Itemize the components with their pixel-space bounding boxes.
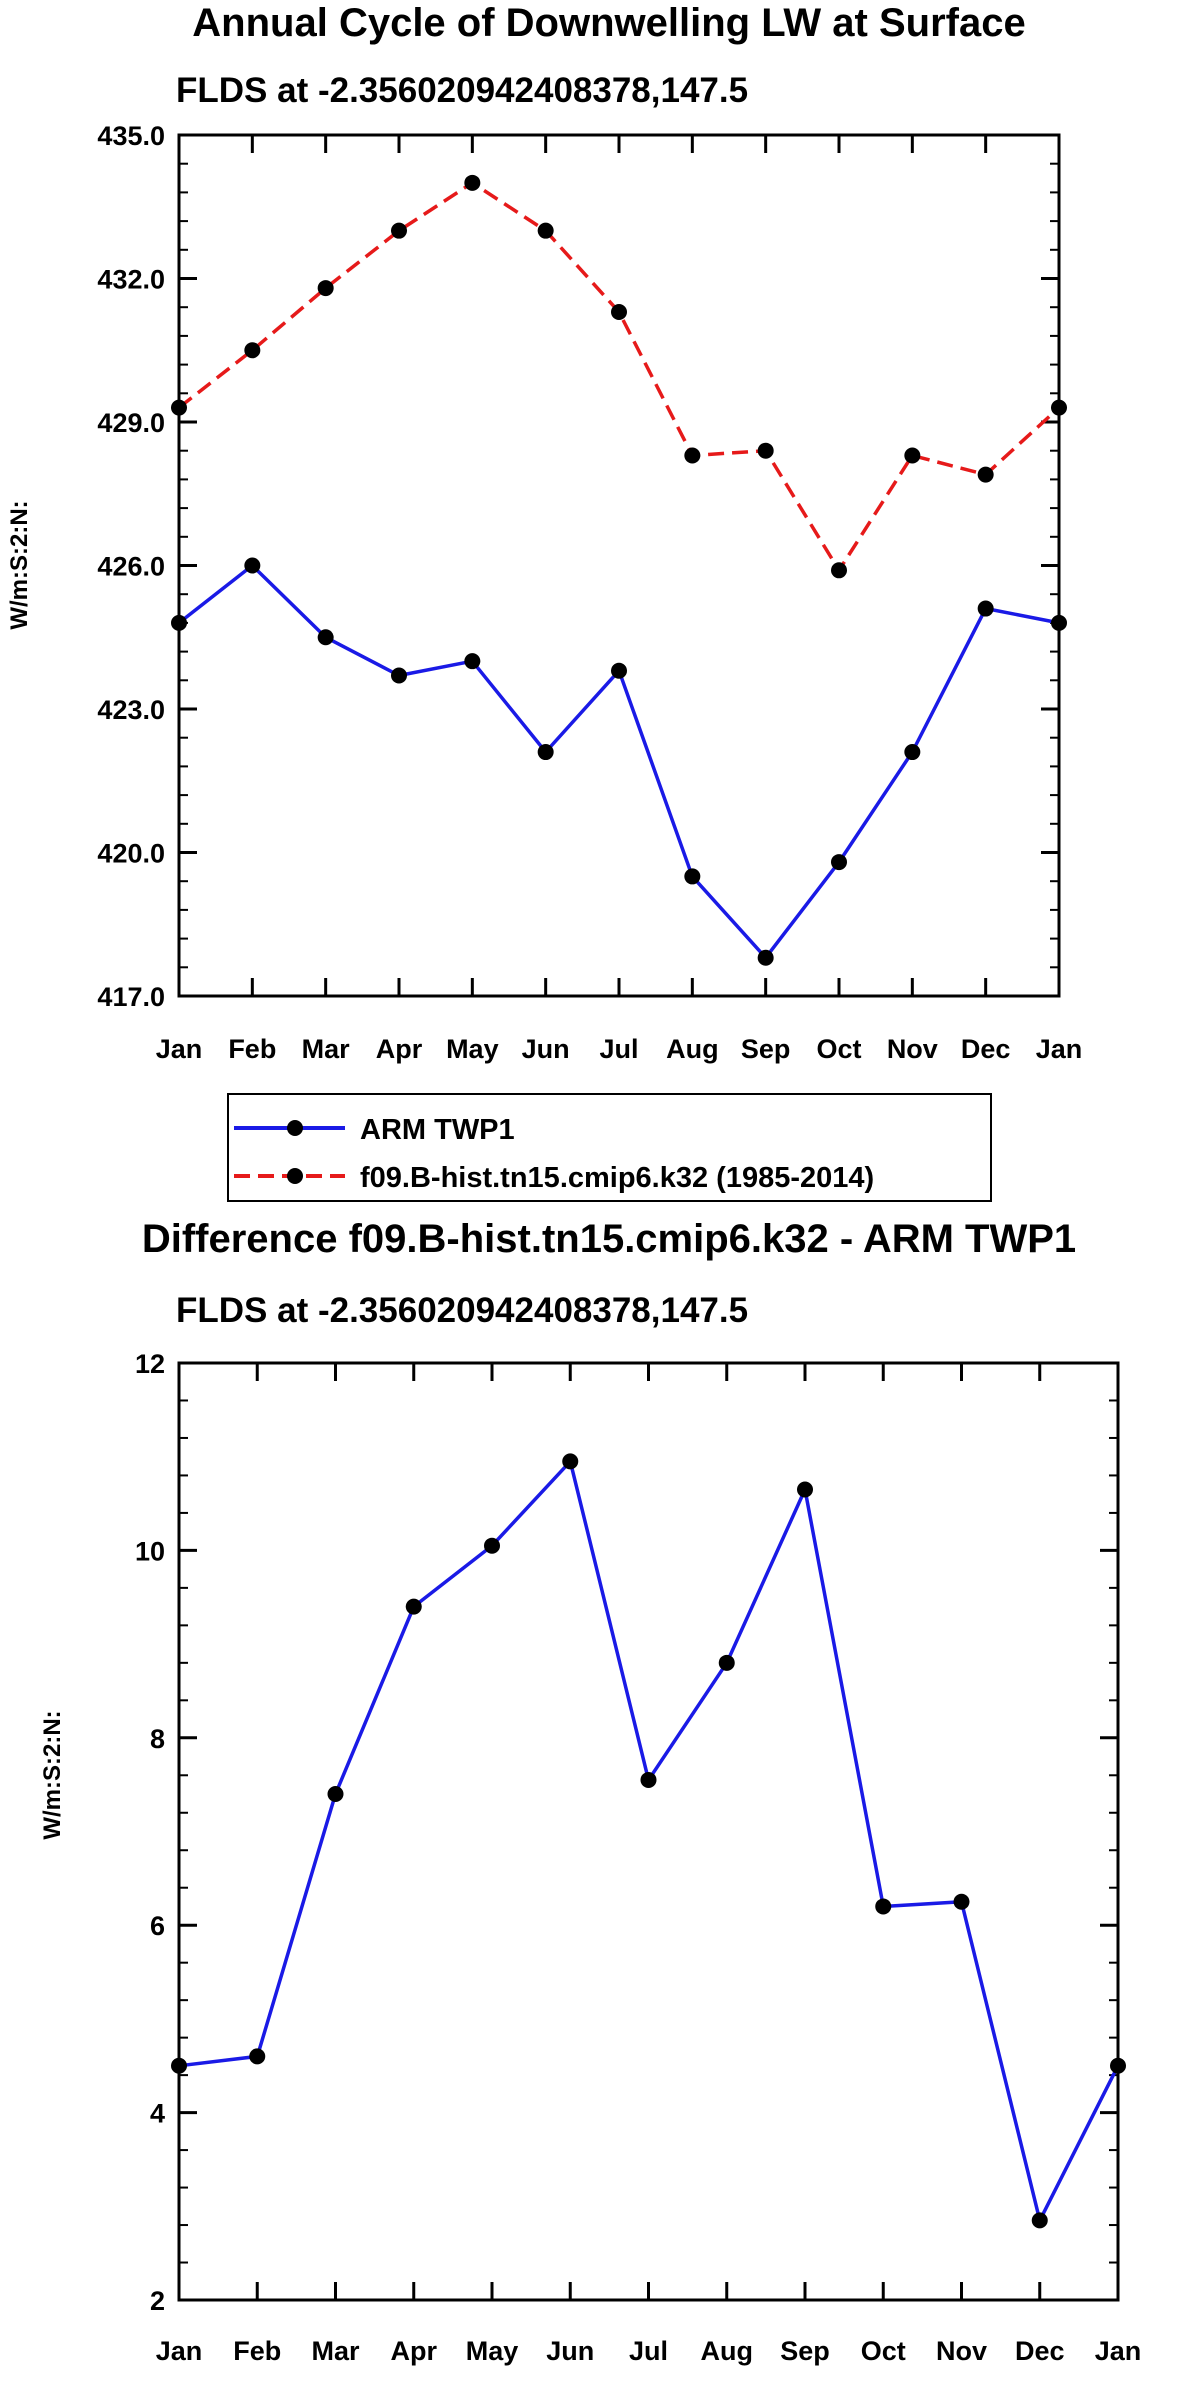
chart1-plot-area: 417.0 420.0 423.0 426.0 429.0 432.0 435.0 Jan Fe… <box>97 121 1082 1064</box>
chart2-series-1-point <box>1110 2057 1126 2074</box>
chart1-series-2-point <box>977 466 994 483</box>
chart2-xtick-label: Dec <box>1015 2336 1065 2366</box>
chart1-series-1-point <box>757 949 774 966</box>
chart1-series-1-point <box>537 744 554 761</box>
chart1-ytick-label: 420.0 <box>97 839 165 869</box>
chart2-plot-area: 2 4 6 8 10 12 Jan Feb Mar Apr May Jun Jul Aug Sep Oct No… <box>135 1349 1141 2366</box>
chart1-series-2-point <box>831 562 847 579</box>
chart1-series-2-point <box>391 222 407 239</box>
chart1-series-1-line <box>177 563 1060 960</box>
chart1-series-2-point <box>317 280 334 297</box>
chart2-ytick-label: 8 <box>150 1724 165 1754</box>
chart2-series-1-point <box>640 1771 657 1788</box>
chart1-ytick-label: 429.0 <box>97 408 165 438</box>
chart1-series-1-point <box>904 744 921 761</box>
chart2-xtick-label: Jun <box>546 2336 594 2366</box>
chart1-xtick-label: May <box>446 1034 499 1064</box>
chart1-series-2-point <box>464 174 481 191</box>
chart2-ytick-label: 6 <box>150 1911 165 1941</box>
chart1-xtick-label: Oct <box>816 1034 861 1064</box>
chart2-series-1-point <box>171 2057 187 2074</box>
legend-marker-model <box>287 1168 303 1184</box>
chart1-series-2-point <box>537 222 554 239</box>
chart2-series-1-point <box>405 1598 422 1615</box>
chart1-ytick-label: 417.0 <box>97 982 165 1012</box>
chart1-series-2-point <box>904 447 921 464</box>
chart1-series-1-point <box>391 667 407 684</box>
chart2-xtick-label: Sep <box>780 2336 830 2366</box>
chart2-series-1-point <box>1031 2212 1048 2229</box>
chart1-series-2-point <box>684 447 701 464</box>
chart1-series-2-line <box>177 181 1061 573</box>
legend-marker-arm <box>287 1120 303 1136</box>
chart2-series-1-point <box>562 1453 579 1470</box>
chart1-legend: ARM TWP1 f09.B-hist.tn15.cmip6.k32 (1985… <box>227 1093 992 1202</box>
chart1-series-1-point <box>684 868 701 885</box>
chart1-ylabel: W/m:S:2:N: <box>6 500 33 629</box>
chart1-series-1-point <box>171 614 187 631</box>
chart2-ytick-label: 10 <box>135 1536 165 1566</box>
chart1-xtick-label: Nov <box>887 1034 938 1064</box>
chart1-series-1-point <box>464 653 481 670</box>
chart1-ytick-label: 435.0 <box>97 121 165 151</box>
chart1-series-2-point <box>244 342 261 359</box>
chart2-xtick-label: May <box>466 2336 519 2366</box>
chart2-title: Difference f09.B-hist.tn15.cmip6.k32 - A… <box>142 1217 1076 1261</box>
chart1-xtick-label: Apr <box>376 1034 423 1064</box>
chart2-xtick-label: Mar <box>311 2336 360 2366</box>
chart1-ytick-label: 426.0 <box>97 552 165 582</box>
legend-label-arm: ARM TWP1 <box>360 1114 515 1146</box>
chart1-series-1-point <box>611 662 627 679</box>
legend-box <box>227 1093 992 1202</box>
chart1-xtick-label: Jan <box>156 1034 203 1064</box>
chart1-series-2-point <box>171 399 187 416</box>
chart2-ytick-label: 12 <box>135 1349 165 1379</box>
chart1-xtick-label: Jul <box>599 1034 638 1064</box>
chart1-series-2-point <box>1051 399 1067 416</box>
chart2-xtick-label: Apr <box>391 2336 438 2366</box>
chart1-xtick-label: Feb <box>228 1034 276 1064</box>
chart1-series-1-point <box>317 629 334 646</box>
chart2-xtick-label: Oct <box>861 2336 906 2366</box>
chart1-ytick-label: 423.0 <box>97 695 165 725</box>
chart1-series-2-point <box>757 442 774 459</box>
chart1-xtick-label: Jun <box>522 1034 570 1064</box>
chart2-ytick-label: 2 <box>150 2286 165 2316</box>
chart2-series-1-point <box>718 1654 735 1671</box>
chart2-subtitle: FLDS at -2.356020942408378,147.5 <box>176 1291 748 1330</box>
chart2-ytick-label: 4 <box>150 2099 165 2129</box>
chart2-series-1-point <box>249 2048 266 2065</box>
chart2-series-1-point <box>484 1537 500 1554</box>
chart2-xtick-label: Jan <box>1095 2336 1142 2366</box>
chart1-series-1-point <box>831 854 847 871</box>
chart2-series-1-point <box>327 1786 344 1803</box>
chart1-ytick-label: 432.0 <box>97 265 165 295</box>
chart2-xtick-label: Aug <box>701 2336 753 2366</box>
chart1-series-1-point <box>1051 614 1067 631</box>
chart2-xtick-label: Feb <box>233 2336 281 2366</box>
chart2-series-1-point <box>797 1481 813 1498</box>
chart2-frame <box>177 1361 1120 2302</box>
chart1-frame <box>177 133 1061 998</box>
chart1-series-1-point <box>977 600 994 617</box>
chart1-xtick-label: Dec <box>961 1034 1011 1064</box>
chart2-xtick-label: Jul <box>629 2336 668 2366</box>
chart1-xtick-label: Mar <box>302 1034 351 1064</box>
chart2-series-1-point <box>875 1898 892 1915</box>
chart2-series-1-point <box>953 1893 970 1910</box>
chart1-xtick-label: Aug <box>666 1034 718 1064</box>
chart1-xtick-label: Sep <box>741 1034 791 1064</box>
chart2-series-1-line <box>178 1459 1120 2223</box>
chart2-xtick-label: Jan <box>156 2336 203 2366</box>
legend-label-model: f09.B-hist.tn15.cmip6.k32 (1985-2014) <box>360 1162 874 1194</box>
chart1-title: Annual Cycle of Downwelling LW at Surfac… <box>192 1 1025 45</box>
chart2-xtick-label: Nov <box>936 2336 987 2366</box>
chart2-ylabel: W/m:S:2:N: <box>39 1710 66 1839</box>
chart1-xtick-label: Jan <box>1036 1034 1083 1064</box>
chart1-series-1-point <box>244 557 261 574</box>
chart1-series-2-point <box>611 303 627 320</box>
chart1-subtitle: FLDS at -2.356020942408378,147.5 <box>176 71 748 110</box>
